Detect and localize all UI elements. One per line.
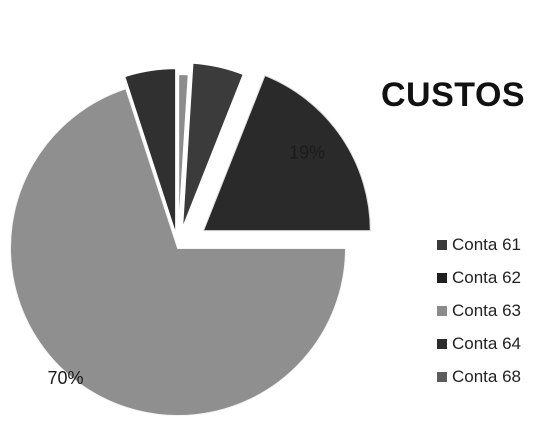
legend-swatch-conta-61	[437, 239, 447, 250]
data-label-conta-63: 19%	[289, 143, 325, 163]
legend-swatch-conta-64	[437, 338, 447, 349]
legend-label-conta-64: Conta 64	[452, 334, 521, 353]
legend-item-conta-63: Conta 63	[437, 302, 555, 319]
legend-label-conta-68: Conta 68	[452, 367, 521, 386]
legend-swatch-conta-68	[437, 371, 447, 382]
legend-swatch-conta-63	[437, 305, 447, 316]
legend-item-conta-62: Conta 62	[437, 269, 555, 286]
legend-label-conta-61: Conta 61	[452, 235, 521, 254]
legend-label-conta-62: Conta 62	[452, 268, 521, 287]
pie-slice-conta-63	[201, 73, 372, 233]
pie-slice-texture-conta-64	[9, 88, 346, 416]
pie-slice-conta-61	[177, 73, 190, 243]
legend-swatch-conta-62	[437, 272, 447, 283]
legend-label-conta-63: Conta 63	[452, 301, 521, 320]
legend-item-conta-68: Conta 68	[437, 368, 555, 385]
legend-item-conta-61: Conta 61	[437, 236, 555, 253]
pie-slice-texture-conta-63	[202, 74, 371, 232]
chart-title: CUSTOS	[381, 76, 526, 114]
data-label-conta-64: 70%	[47, 368, 83, 388]
pie-slice-conta-64	[9, 86, 348, 417]
legend-item-conta-64: Conta 64	[437, 335, 555, 352]
pie-slice-conta-68	[122, 67, 178, 237]
pie-slice-conta-62	[180, 61, 246, 231]
legend: Conta 61 Conta 62 Conta 63 Conta 64 Cont…	[437, 236, 555, 401]
